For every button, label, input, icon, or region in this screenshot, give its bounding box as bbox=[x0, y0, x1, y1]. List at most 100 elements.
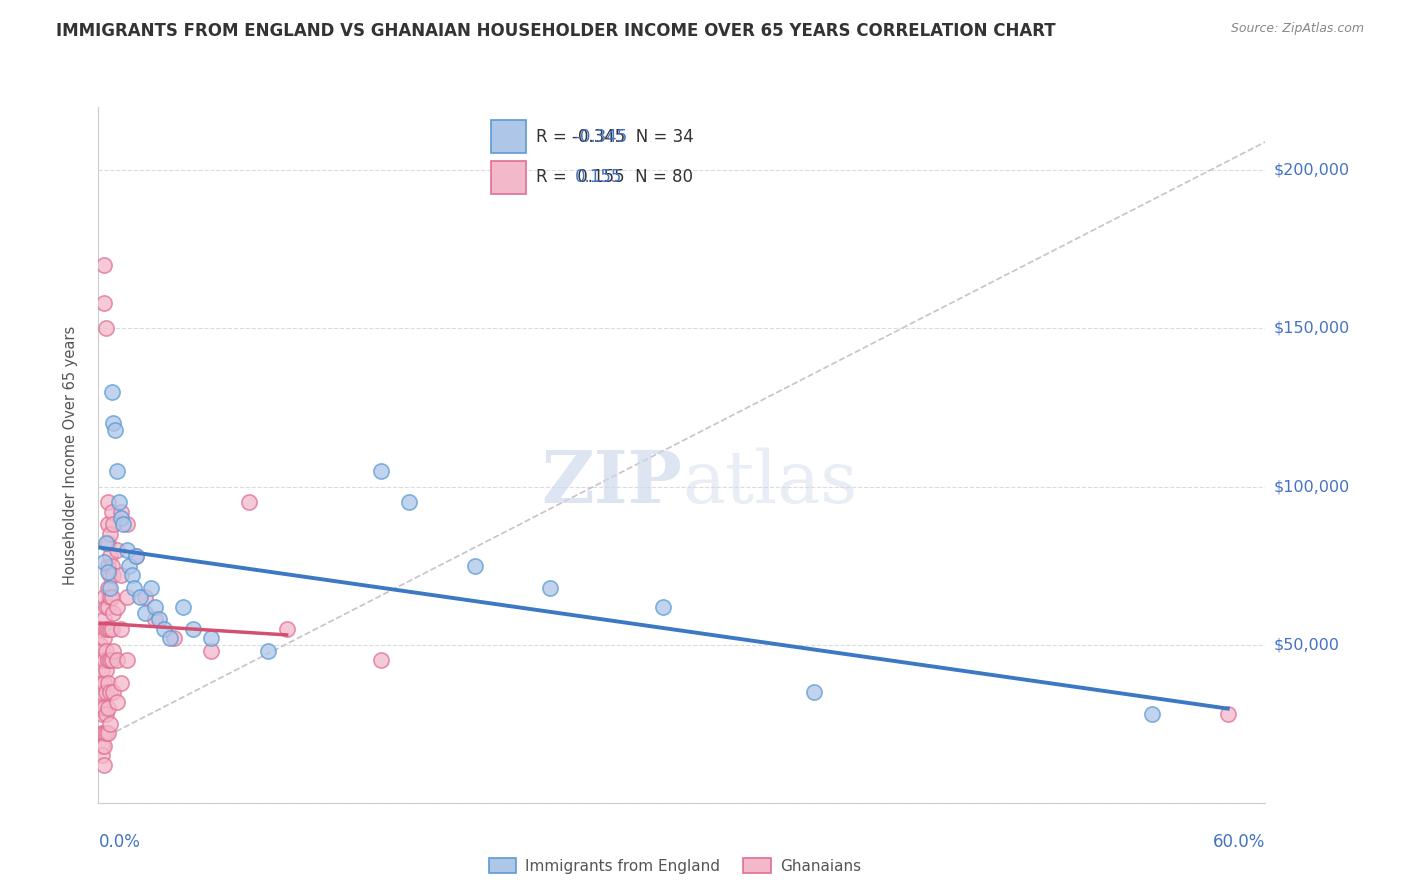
Point bbox=[128, 591, 150, 605]
Point bbox=[538, 581, 561, 595]
Point bbox=[93, 591, 115, 605]
Point bbox=[97, 726, 120, 740]
Point bbox=[163, 632, 186, 646]
Point bbox=[93, 739, 115, 753]
Point bbox=[89, 653, 111, 667]
Point bbox=[100, 653, 122, 667]
Point bbox=[125, 549, 148, 563]
Point bbox=[89, 638, 111, 652]
Point bbox=[100, 558, 122, 573]
Point bbox=[103, 644, 125, 658]
Text: IMMIGRANTS FROM ENGLAND VS GHANAIAN HOUSEHOLDER INCOME OVER 65 YEARS CORRELATION: IMMIGRANTS FROM ENGLAND VS GHANAIAN HOUS… bbox=[56, 22, 1056, 40]
Point bbox=[94, 622, 117, 636]
Text: ZIP: ZIP bbox=[541, 447, 682, 518]
Point bbox=[97, 701, 120, 715]
Point bbox=[93, 632, 115, 646]
Point bbox=[117, 558, 139, 573]
Point bbox=[100, 622, 122, 636]
Point bbox=[105, 599, 128, 614]
Point bbox=[105, 542, 128, 557]
Point bbox=[98, 581, 121, 595]
Point bbox=[110, 568, 132, 582]
Point bbox=[200, 632, 222, 646]
Point bbox=[148, 612, 170, 626]
Point bbox=[139, 581, 162, 595]
Point bbox=[89, 701, 111, 715]
Point bbox=[100, 384, 122, 399]
Text: $50,000: $50,000 bbox=[1274, 637, 1340, 652]
Text: $150,000: $150,000 bbox=[1274, 321, 1350, 336]
Point bbox=[93, 556, 115, 570]
Point bbox=[103, 568, 125, 582]
Point bbox=[398, 495, 420, 509]
Point bbox=[1216, 707, 1239, 722]
Point bbox=[93, 612, 115, 626]
Point bbox=[256, 644, 278, 658]
Point bbox=[89, 675, 111, 690]
Point bbox=[93, 757, 115, 772]
Point bbox=[153, 622, 176, 636]
Point bbox=[103, 517, 125, 532]
Text: atlas: atlas bbox=[682, 448, 858, 518]
Point bbox=[370, 464, 392, 478]
Point bbox=[100, 505, 122, 519]
Point bbox=[110, 511, 132, 525]
Point bbox=[105, 653, 128, 667]
Point bbox=[803, 685, 825, 699]
Point bbox=[94, 321, 117, 335]
Point bbox=[91, 663, 114, 677]
Point bbox=[111, 517, 134, 532]
Point bbox=[91, 739, 114, 753]
Point bbox=[93, 258, 115, 272]
Point bbox=[110, 675, 132, 690]
Point bbox=[143, 612, 166, 626]
Point bbox=[97, 565, 120, 579]
Point bbox=[94, 599, 117, 614]
Point bbox=[276, 622, 298, 636]
Point bbox=[105, 695, 128, 709]
Point bbox=[115, 591, 138, 605]
Point bbox=[159, 632, 181, 646]
Point bbox=[464, 558, 486, 573]
Text: Source: ZipAtlas.com: Source: ZipAtlas.com bbox=[1230, 22, 1364, 36]
Point bbox=[103, 417, 125, 431]
Point bbox=[97, 495, 120, 509]
Point bbox=[100, 591, 122, 605]
Point bbox=[94, 726, 117, 740]
Point bbox=[98, 716, 121, 731]
Point bbox=[97, 599, 120, 614]
Point bbox=[108, 495, 131, 509]
Point bbox=[115, 542, 138, 557]
Point bbox=[238, 495, 260, 509]
Point bbox=[97, 517, 120, 532]
Point bbox=[104, 423, 127, 437]
Point bbox=[93, 675, 115, 690]
Point bbox=[98, 568, 121, 582]
Point bbox=[115, 517, 138, 532]
Point bbox=[143, 599, 166, 614]
Point bbox=[97, 675, 120, 690]
Point bbox=[652, 599, 675, 614]
Point bbox=[134, 591, 156, 605]
Point bbox=[91, 685, 114, 699]
Text: 60.0%: 60.0% bbox=[1213, 833, 1265, 851]
Point bbox=[94, 685, 117, 699]
Point bbox=[94, 663, 117, 677]
Point bbox=[91, 707, 114, 722]
Point bbox=[115, 653, 138, 667]
Point bbox=[98, 549, 121, 563]
Text: 0.0%: 0.0% bbox=[98, 833, 141, 851]
Point bbox=[125, 549, 148, 563]
Point bbox=[93, 701, 115, 715]
Point bbox=[105, 464, 128, 478]
Point bbox=[91, 644, 114, 658]
Point bbox=[98, 653, 121, 667]
Point bbox=[93, 653, 115, 667]
Point bbox=[97, 581, 120, 595]
Point bbox=[93, 726, 115, 740]
Point bbox=[91, 748, 114, 763]
Point bbox=[94, 536, 117, 550]
Point bbox=[97, 622, 120, 636]
Point bbox=[91, 622, 114, 636]
Legend: Immigrants from England, Ghanaians: Immigrants from England, Ghanaians bbox=[482, 852, 868, 880]
